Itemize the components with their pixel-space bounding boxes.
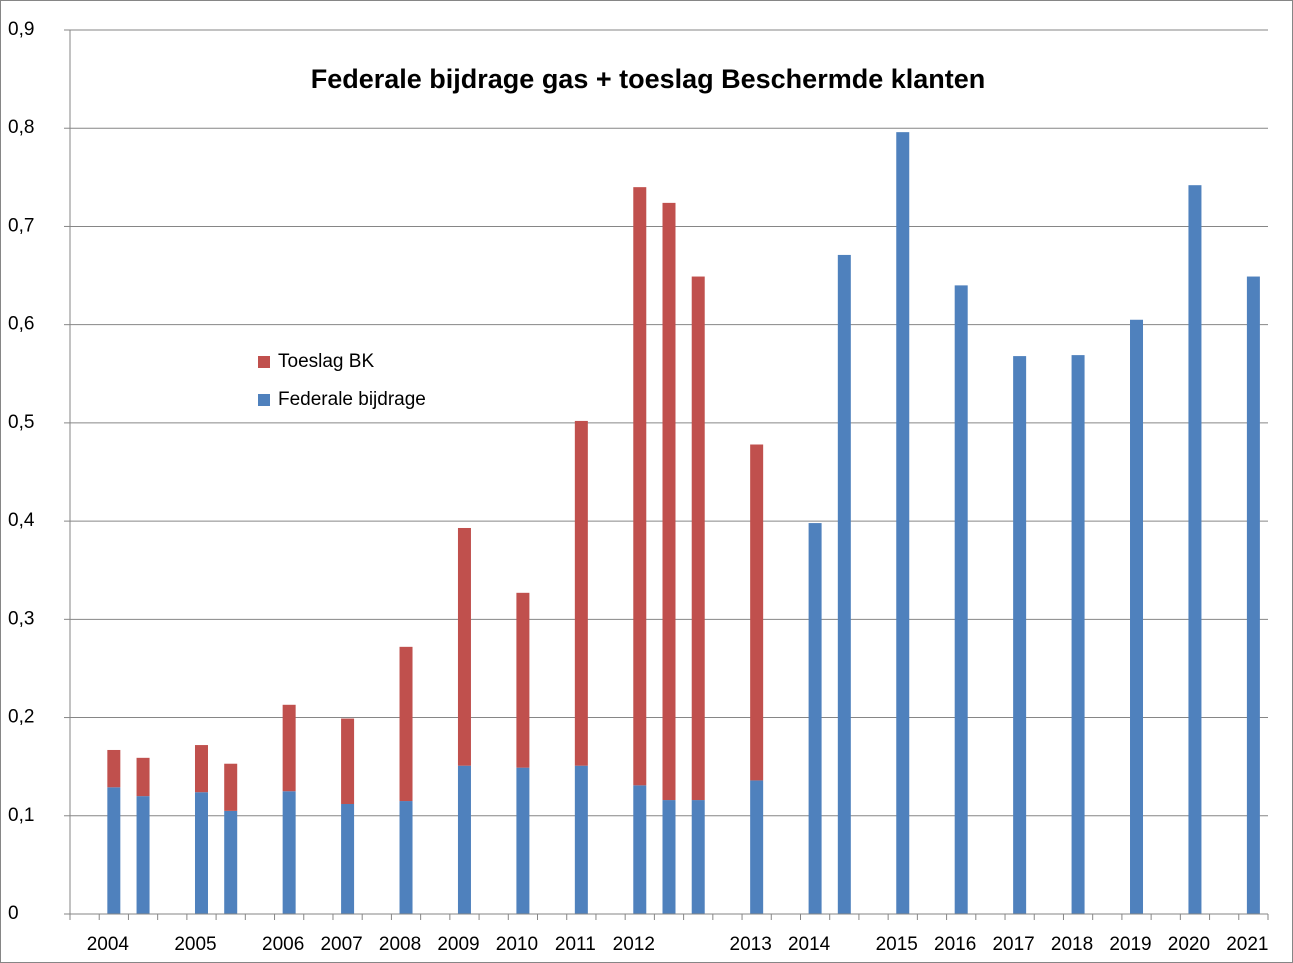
bar-segment [107, 787, 121, 914]
x-tick-label: 2007 [320, 934, 362, 955]
bar-segment [516, 767, 530, 914]
bar-segment [896, 132, 910, 914]
bar-segment [136, 757, 150, 797]
x-tick-label: 2014 [788, 934, 831, 955]
bar-segment [633, 187, 647, 786]
bar-segment [341, 718, 355, 804]
x-tick-label: 2006 [262, 934, 304, 955]
bar-segment [1071, 355, 1085, 914]
bar-segment [574, 765, 588, 914]
x-tick-label: 2015 [876, 934, 918, 955]
x-tick-label: 2021 [1226, 934, 1268, 955]
bar-segment [574, 420, 588, 766]
y-tick-label: 0,5 [8, 412, 34, 433]
bar-segment [224, 763, 238, 811]
bar-segment [808, 523, 822, 914]
x-tick-label: 2005 [174, 934, 216, 955]
chart-title: Federale bijdrage gas + toeslag Bescherm… [311, 64, 986, 94]
y-tick-label: 0,4 [8, 510, 35, 531]
bar-segment [194, 745, 208, 793]
x-tick-label: 2018 [1051, 934, 1093, 955]
y-tick-label: 0,1 [8, 805, 34, 826]
bar-segment [1246, 276, 1260, 914]
x-tick-label: 2019 [1109, 934, 1151, 955]
bar-segment [224, 810, 238, 914]
legend-swatch [258, 356, 270, 368]
bar-segment [633, 785, 647, 914]
x-tick-label: 2013 [730, 934, 772, 955]
y-tick-label: 0,6 [8, 314, 34, 335]
y-tick-label: 0,3 [8, 608, 34, 629]
y-tick-label: 0 [8, 903, 19, 924]
bar-segment [1013, 356, 1027, 914]
bar-segment [837, 254, 851, 914]
bar-segment [399, 801, 413, 914]
bar-segment [194, 792, 208, 914]
bar-segment [750, 444, 764, 781]
x-tick-label: 2017 [992, 934, 1034, 955]
y-tick-label: 0,7 [8, 215, 34, 236]
x-tick-label: 2010 [496, 934, 538, 955]
x-tick-label: 2012 [613, 934, 655, 955]
bar-segment [282, 791, 296, 914]
bar-segment [457, 765, 471, 914]
legend-label: Toeslag BK [278, 351, 374, 372]
bar-segment [516, 592, 530, 768]
bar-segment [691, 276, 705, 801]
bar-segment [399, 646, 413, 802]
x-tick-label: 2016 [934, 934, 976, 955]
bar-segment [1130, 319, 1144, 914]
bar-segment [954, 285, 968, 914]
y-tick-label: 0,9 [8, 19, 34, 40]
bar-segment [1188, 185, 1202, 915]
y-tick-label: 0,8 [8, 117, 34, 138]
x-tick-label: 2004 [87, 934, 130, 955]
x-tick-label: 2009 [437, 934, 479, 955]
bar-segment [691, 800, 705, 914]
x-tick-label: 2020 [1168, 934, 1210, 955]
bar-segment [341, 803, 355, 914]
x-tick-label: 2011 [555, 934, 596, 955]
y-tick-label: 0,2 [8, 707, 34, 728]
bar-segment [662, 202, 676, 801]
bar-segment [662, 800, 676, 914]
bar-segment [136, 796, 150, 914]
x-tick-label: 2008 [379, 934, 421, 955]
bar-segment [750, 780, 764, 914]
bar-segment [282, 704, 296, 792]
legend-label: Federale bijdrage [278, 389, 426, 410]
bar-segment [107, 749, 121, 788]
bar-segment [457, 527, 471, 766]
legend-swatch [258, 394, 270, 406]
